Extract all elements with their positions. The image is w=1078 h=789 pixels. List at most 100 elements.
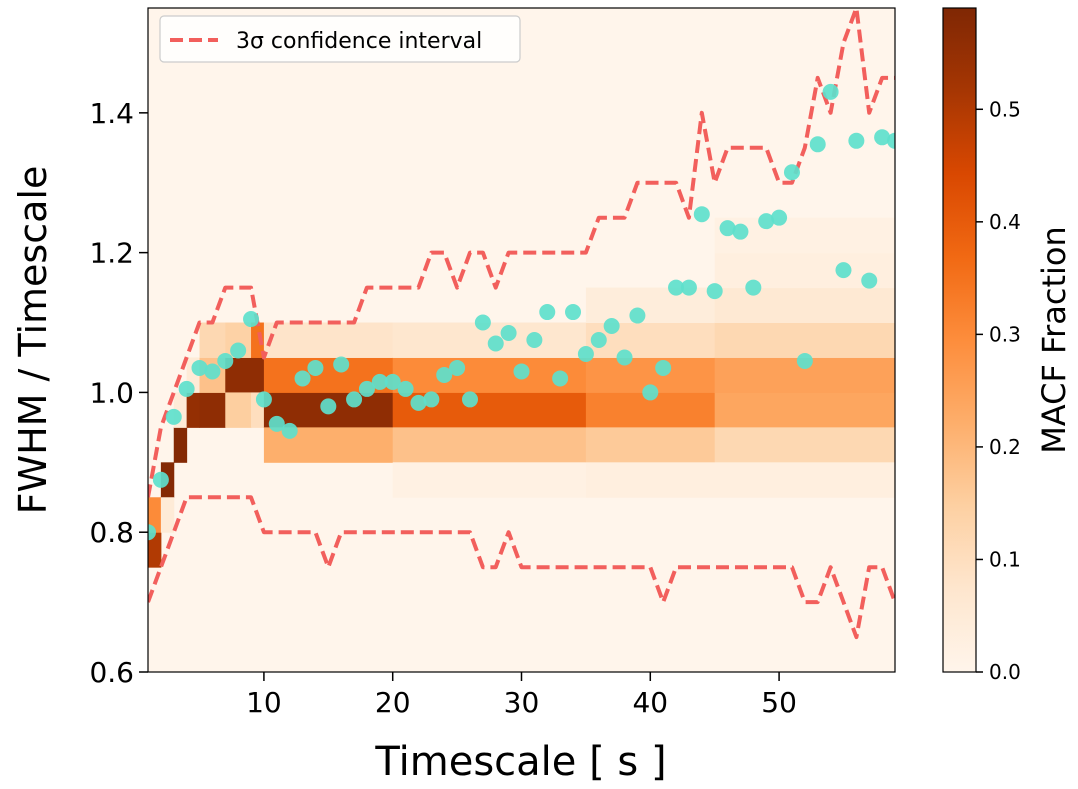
scatter-point [449,359,466,376]
scatter-point [294,370,311,387]
scatter-point [693,206,710,223]
colorbar-tick-label: 0.5 [989,97,1021,121]
y-tick-label: 1.4 [89,97,134,130]
heatmap-cell [714,462,895,498]
x-tick-label: 20 [375,686,411,719]
scatter-point [809,136,826,153]
scatter-point [822,83,839,100]
y-tick-label: 1.0 [89,376,134,409]
scatter-point [410,394,427,411]
scatter-point [384,373,401,390]
scatter-point [874,129,891,146]
scatter-point [423,391,440,408]
heatmap-cell [148,532,162,568]
heatmap-cell [199,392,226,428]
y-tick-label: 0.8 [89,516,134,549]
scatter-point [320,398,337,415]
heatmap-cell [585,462,716,498]
colorbar-tick-label: 0.2 [989,435,1021,459]
confidence-interval-lower-line [148,495,895,640]
scatter-point [178,380,195,397]
confidence-interval-upper-line [148,8,895,498]
heatmap [148,8,895,672]
scatter-point [165,408,182,425]
scatter-point [358,380,375,397]
scatter-point [758,213,775,230]
scatter-point [887,132,895,149]
scatter-point [307,359,324,376]
colorbar-axis: 0.0 0.1 0.2 0.3 0.4 0.5 [976,97,1021,684]
scatter-point [461,391,478,408]
scatter-point [732,223,749,240]
scatter-point [861,272,878,289]
heatmap-cell [148,497,162,533]
scatter-point [783,164,800,181]
scatter-point [655,359,672,376]
scatter-point [745,279,762,296]
heatmap-cell [225,392,252,428]
heatmap-cell [186,392,201,428]
scatter-point [148,524,156,541]
legend-entry-label: 3σ confidence interval [236,29,482,54]
scatter-point [552,370,569,387]
scatter-point [268,415,285,432]
heatmap-cell [392,427,587,463]
legend-box [159,15,521,63]
scatter-point [333,356,350,373]
scatter-point [487,335,504,352]
scatter-point [835,262,852,279]
scatter-point [513,363,530,380]
scatter-point [397,380,414,397]
x-tick-label: 50 [761,686,797,719]
heatmap-cell [160,497,175,533]
scatter-point [371,373,388,390]
x-tick-label: 40 [632,686,668,719]
scatter-point [243,311,260,328]
scatter-point [771,209,788,226]
scatter-point [474,314,491,331]
scatter-point [616,349,633,366]
colorbar-frame [942,7,977,673]
x-tick-label: 30 [504,686,540,719]
legend: 3σ confidence interval [159,15,521,63]
scatter-point [500,325,517,342]
scatter-point [191,359,208,376]
heatmap-cell [714,322,895,358]
scatter-point [848,132,865,149]
x-tick-label: 10 [246,686,282,719]
y-axis: 0.6 0.8 1.0 1.2 1.4 [89,97,148,689]
scatter-point [217,352,234,369]
confidence-interval-lines [148,8,895,640]
colorbar-tick-label: 0.0 [989,660,1021,684]
y-tick-label: 1.2 [89,237,134,270]
scatter-point [230,342,247,359]
heatmap-cell [263,322,394,358]
heatmap-cell [714,287,895,324]
scatter-point [565,304,582,321]
scatter-point [796,352,813,369]
y-tick-label: 0.6 [89,656,134,689]
colorbar-tick-label: 0.3 [989,322,1021,346]
heatmap-cell [714,427,895,463]
colorbar-tick-label: 0.4 [989,210,1021,234]
heatmap-cell [251,322,265,358]
scatter-point [719,220,736,237]
scatter-point [346,391,363,408]
heatmap-cell [392,462,587,498]
x-axis-label: Timescale [ s ] [374,739,666,785]
scatter-point [436,366,453,383]
scatter-point [680,279,697,296]
scatter-point [526,332,543,348]
heatmap-cell [585,287,716,324]
colorbar-tick-label: 0.1 [989,547,1021,571]
scatter-point [255,391,272,408]
scatter-points [148,83,895,541]
scatter-point [603,318,620,335]
scatter-point [629,307,646,324]
x-axis: 10 20 30 40 50 [246,672,797,719]
scatter-point [204,363,221,380]
scatter-point [539,304,556,321]
y-axis-label: FWHM / Timescale [11,166,55,515]
scatter-point [281,422,298,439]
